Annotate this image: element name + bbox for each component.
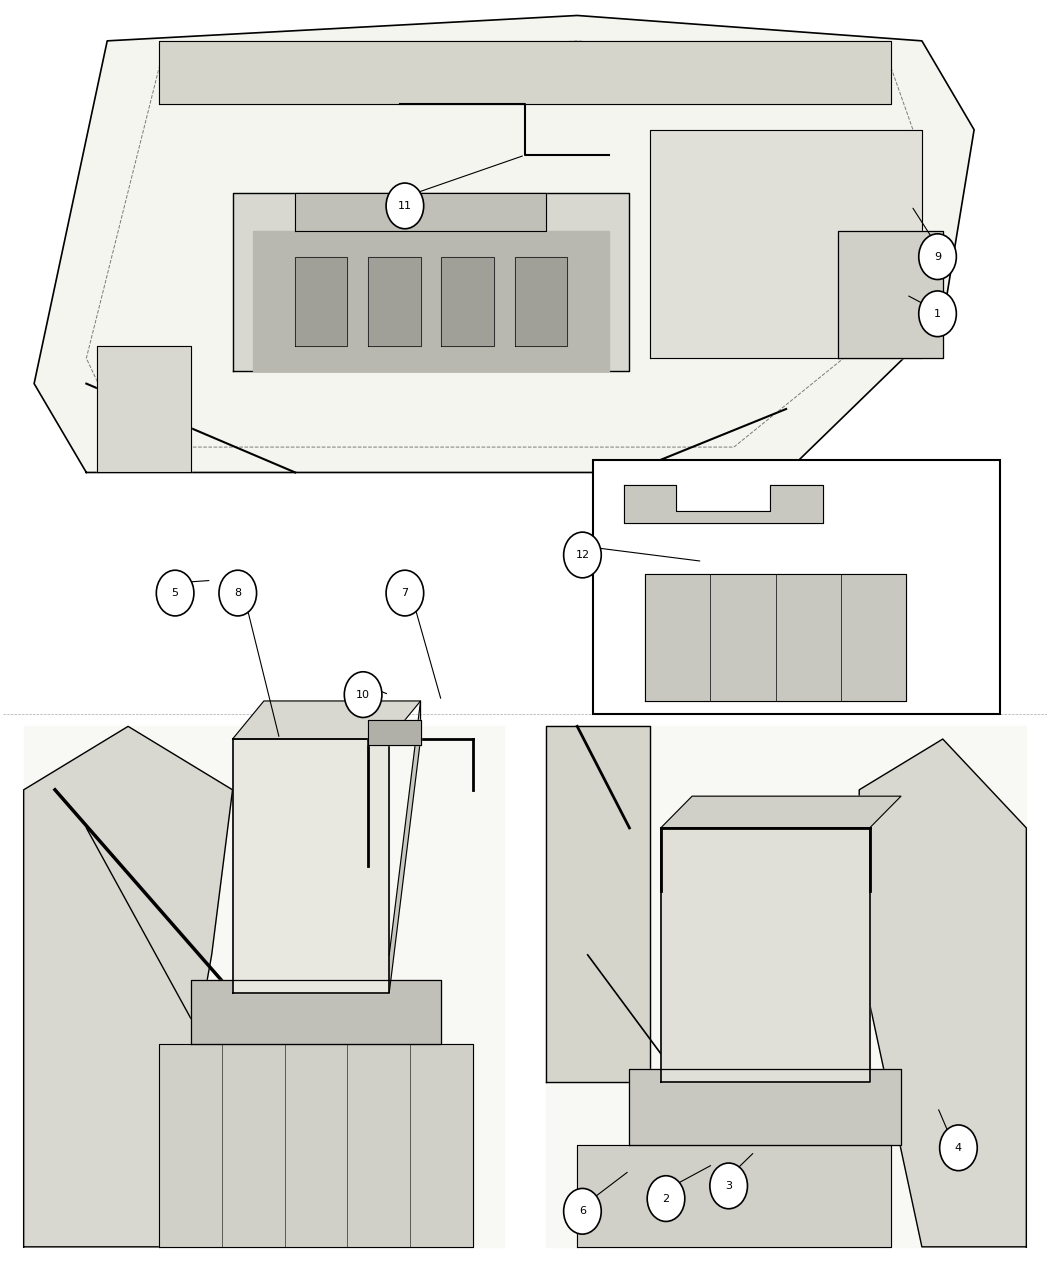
- Text: 5: 5: [171, 588, 178, 598]
- Circle shape: [564, 532, 602, 578]
- Polygon shape: [578, 1145, 890, 1247]
- Polygon shape: [369, 256, 421, 346]
- Polygon shape: [295, 256, 348, 346]
- Polygon shape: [369, 720, 421, 746]
- Polygon shape: [624, 486, 822, 523]
- Polygon shape: [629, 1070, 901, 1145]
- Polygon shape: [97, 346, 191, 473]
- Text: 11: 11: [398, 201, 412, 210]
- Polygon shape: [295, 194, 546, 231]
- Text: 3: 3: [726, 1181, 732, 1191]
- FancyBboxPatch shape: [593, 460, 1001, 714]
- Circle shape: [919, 233, 957, 279]
- Circle shape: [386, 570, 424, 616]
- Polygon shape: [660, 827, 869, 1081]
- Text: 8: 8: [234, 588, 242, 598]
- Polygon shape: [645, 574, 906, 701]
- Polygon shape: [232, 740, 390, 993]
- Circle shape: [940, 1125, 978, 1170]
- Text: 6: 6: [579, 1206, 586, 1216]
- Polygon shape: [441, 256, 494, 346]
- Text: 7: 7: [401, 588, 408, 598]
- Polygon shape: [34, 15, 974, 473]
- Circle shape: [219, 570, 256, 616]
- Polygon shape: [514, 256, 567, 346]
- Polygon shape: [390, 701, 421, 993]
- Text: 2: 2: [663, 1193, 670, 1204]
- Text: 4: 4: [954, 1142, 962, 1153]
- Polygon shape: [24, 727, 232, 1247]
- Circle shape: [344, 672, 382, 718]
- Text: 1: 1: [934, 309, 941, 319]
- Polygon shape: [191, 980, 441, 1044]
- Polygon shape: [232, 194, 629, 371]
- Polygon shape: [859, 740, 1026, 1247]
- Circle shape: [710, 1163, 748, 1209]
- Polygon shape: [650, 130, 922, 358]
- Polygon shape: [232, 701, 421, 739]
- Circle shape: [156, 570, 194, 616]
- Text: 12: 12: [575, 550, 589, 560]
- Polygon shape: [160, 41, 890, 105]
- Polygon shape: [660, 796, 901, 827]
- Polygon shape: [24, 727, 504, 1247]
- Polygon shape: [253, 231, 609, 371]
- Polygon shape: [546, 727, 1026, 1247]
- Circle shape: [564, 1188, 602, 1234]
- Polygon shape: [160, 1044, 472, 1247]
- Polygon shape: [838, 231, 943, 358]
- Circle shape: [647, 1176, 685, 1221]
- Circle shape: [386, 184, 424, 228]
- Polygon shape: [546, 727, 650, 1081]
- Text: 10: 10: [356, 690, 370, 700]
- Text: 9: 9: [934, 251, 941, 261]
- Circle shape: [919, 291, 957, 337]
